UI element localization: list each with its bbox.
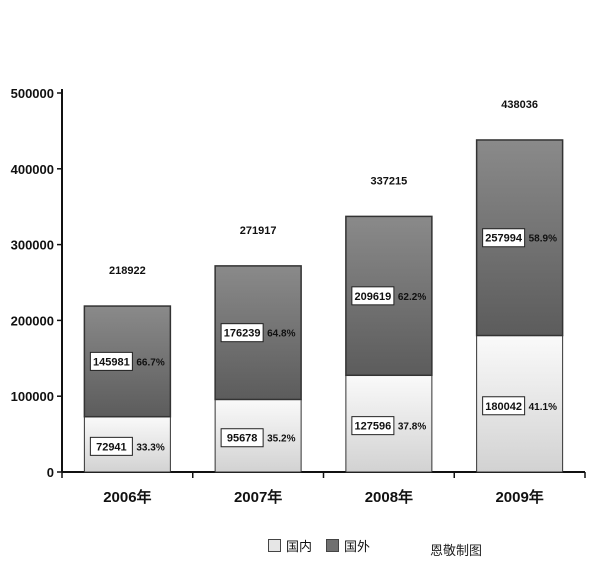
domestic-value-box	[89, 436, 133, 456]
domestic-value-box	[220, 428, 264, 448]
data-labels: 218922 145981 66.7% 72941 33.3% 271917 176239 6…	[89, 99, 557, 456]
y-tick-label: 0	[47, 465, 54, 480]
foreign-percent-label: 64.8%	[267, 329, 295, 340]
foreign-value-label: 209619	[355, 291, 392, 303]
foreign-value-box	[220, 323, 264, 343]
foreign-value-box	[89, 351, 133, 371]
foreign-value-label: 176239	[224, 328, 261, 340]
y-tick-label: 300000	[11, 238, 54, 253]
y-tick-label: 400000	[11, 162, 54, 177]
axes: 0 100000 200000 300000 400000 500000 2006年 2007…	[11, 86, 586, 506]
legend-item-foreign: 国外	[326, 536, 370, 555]
source-credit: 恩敬制图	[430, 544, 483, 559]
foreign-value-label: 145981	[93, 356, 130, 368]
foreign-value-label: 257994	[485, 233, 523, 245]
total-label: 438036	[501, 99, 538, 111]
domestic-value-label: 127596	[355, 421, 392, 433]
legend-label-domestic: 国内	[286, 540, 313, 555]
legend-label-foreign: 国外	[344, 540, 371, 555]
domestic-value-label: 72941	[96, 441, 127, 453]
domestic-percent-label: 35.2%	[267, 434, 295, 445]
y-tick-label: 100000	[11, 389, 54, 404]
x-tick-label: 2007年	[234, 488, 282, 506]
domestic-percent-label: 37.8%	[398, 422, 426, 433]
x-tick-label: 2008年	[365, 488, 413, 506]
total-label: 337215	[371, 175, 408, 187]
domestic-value-label: 180042	[485, 401, 522, 413]
total-label: 218922	[109, 265, 146, 277]
foreign-value-box	[482, 228, 526, 248]
foreign-percent-label: 62.2%	[398, 292, 426, 303]
domestic-value-box	[351, 416, 395, 436]
foreign-value-box	[351, 286, 395, 306]
foreign-percent-label: 66.7%	[136, 357, 164, 368]
y-tick-label: 200000	[11, 313, 54, 328]
domestic-percent-label: 41.1%	[529, 402, 557, 413]
domestic-value-box	[482, 396, 526, 416]
y-tick-label: 500000	[11, 86, 54, 101]
bars	[83, 139, 564, 473]
foreign-percent-label: 58.9%	[529, 234, 557, 245]
domestic-percent-label: 33.3%	[136, 442, 164, 453]
x-tick-label: 2009年	[495, 488, 543, 506]
legend-swatch-domestic	[268, 539, 281, 552]
total-label: 271917	[240, 225, 277, 237]
legend-swatch-foreign	[326, 539, 340, 552]
x-tick-label: 2006年	[103, 488, 151, 506]
domestic-value-label: 95678	[227, 433, 258, 445]
legend: 国内 国外	[268, 536, 378, 555]
legend-item-domestic: 国内	[268, 536, 312, 555]
